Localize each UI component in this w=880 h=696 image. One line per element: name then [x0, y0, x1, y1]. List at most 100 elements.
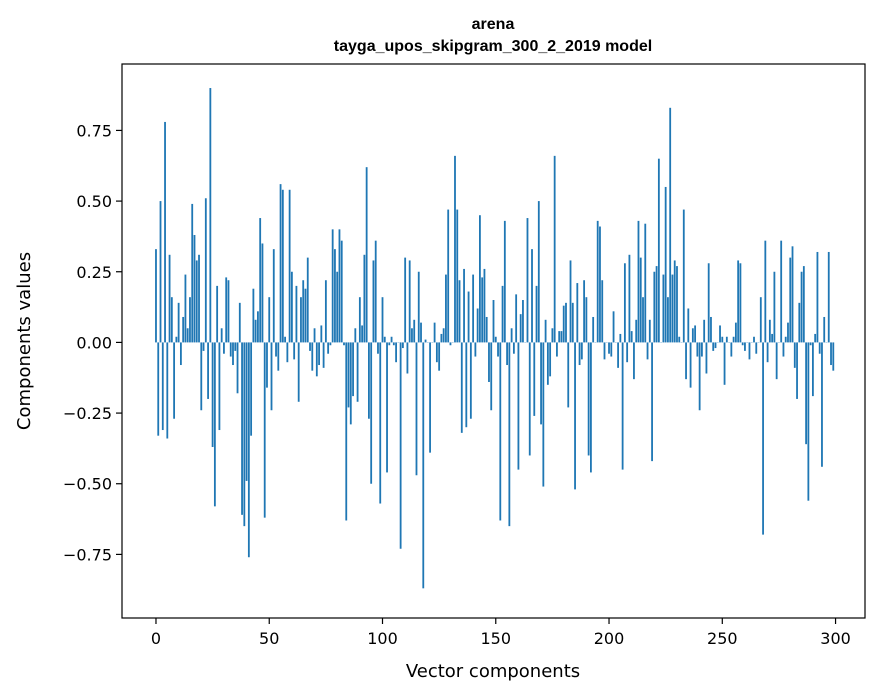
- bar: [739, 263, 742, 343]
- bar: [689, 342, 692, 388]
- bar: [791, 246, 794, 343]
- chart-title: arena: [472, 16, 515, 33]
- bar: [571, 302, 574, 343]
- bar: [424, 339, 427, 343]
- bar: [512, 342, 515, 354]
- bar: [551, 328, 554, 343]
- bar: [789, 257, 792, 343]
- bar: [734, 322, 737, 343]
- bar: [440, 333, 443, 343]
- bar: [354, 328, 357, 343]
- bar: [275, 342, 277, 357]
- bar: [546, 342, 549, 385]
- bar: [324, 280, 327, 343]
- bar: [372, 260, 375, 343]
- bar: [338, 229, 341, 343]
- bar: [642, 297, 644, 343]
- bar: [599, 226, 601, 343]
- bar: [340, 240, 343, 343]
- bar: [623, 263, 626, 343]
- bar: [223, 342, 225, 354]
- bar: [700, 342, 703, 357]
- bar: [315, 342, 318, 377]
- bar: [309, 342, 311, 351]
- bar: [664, 186, 667, 343]
- bar: [503, 220, 506, 343]
- bar: [329, 342, 332, 346]
- bar: [811, 342, 814, 397]
- bar: [780, 240, 783, 343]
- bar: [272, 249, 275, 343]
- bar: [802, 266, 805, 343]
- bar: [229, 342, 232, 357]
- bar: [184, 274, 187, 343]
- x-axis-ticks: 0 50 100 150 200 250 300: [151, 618, 851, 648]
- bar: [490, 342, 493, 411]
- x-tick-label: 200: [594, 629, 625, 648]
- bar: [798, 302, 801, 343]
- bar: [404, 257, 407, 343]
- bar: [800, 271, 803, 343]
- bar: [540, 342, 542, 425]
- bar: [474, 342, 477, 357]
- bar: [302, 280, 305, 343]
- bar: [771, 333, 774, 343]
- bar: [648, 319, 651, 343]
- x-tick-label: 0: [151, 629, 161, 648]
- bar: [442, 328, 445, 343]
- bar: [279, 184, 282, 343]
- bar: [164, 121, 166, 343]
- y-axis-ticks: −0.75 −0.50 −0.25 0.00 0.25 0.50 0.75: [63, 121, 122, 564]
- bar: [390, 336, 393, 343]
- bar: [399, 342, 402, 549]
- bar: [626, 342, 629, 363]
- bar: [528, 342, 531, 456]
- bar: [678, 336, 681, 343]
- bar: [254, 319, 257, 343]
- bar: [508, 342, 511, 527]
- bar: [469, 342, 472, 419]
- bar: [476, 308, 479, 343]
- bar: [356, 342, 359, 402]
- bar: [232, 342, 234, 366]
- bar: [241, 342, 243, 515]
- bar: [612, 311, 615, 343]
- bar: [673, 260, 676, 343]
- bar: [361, 325, 364, 343]
- bar: [644, 223, 647, 343]
- x-tick-label: 100: [367, 629, 398, 648]
- bar: [250, 342, 253, 436]
- bar: [318, 342, 320, 366]
- bar: [392, 342, 395, 346]
- bar: [485, 316, 488, 343]
- bar: [311, 342, 314, 371]
- bar: [755, 342, 758, 354]
- bar: [445, 274, 447, 343]
- bar: [297, 342, 300, 402]
- bar: [435, 342, 438, 363]
- bar: [374, 240, 377, 343]
- bar: [744, 342, 746, 351]
- bar: [705, 342, 708, 374]
- bar: [737, 260, 740, 343]
- bar: [379, 342, 382, 504]
- bar: [168, 254, 171, 343]
- bar: [710, 316, 712, 343]
- bar: [177, 302, 180, 343]
- bar: [565, 302, 567, 343]
- bar: [805, 342, 808, 445]
- bar: [377, 342, 379, 354]
- bar: [617, 342, 619, 368]
- bar: [497, 342, 499, 357]
- bar: [621, 342, 624, 470]
- bar: [782, 342, 785, 357]
- bar: [556, 342, 558, 357]
- bar: [295, 285, 298, 343]
- bar: [827, 251, 830, 343]
- bar: [343, 342, 345, 346]
- bar: [300, 297, 302, 343]
- bar: [200, 342, 203, 411]
- y-axis-label: Components values: [14, 252, 35, 430]
- bar: [730, 342, 733, 357]
